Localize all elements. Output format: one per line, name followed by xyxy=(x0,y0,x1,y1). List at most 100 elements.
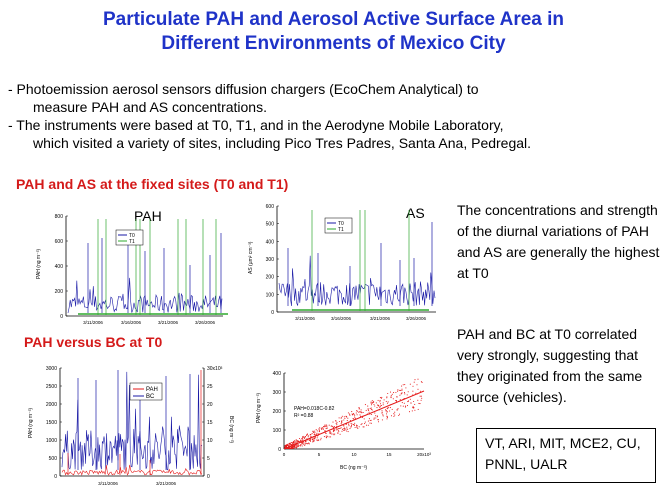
scatter-point xyxy=(386,415,388,417)
x-tick-label: 3/16/2006 xyxy=(121,320,142,325)
scatter-point xyxy=(303,436,305,438)
scatter-point xyxy=(363,426,365,428)
scatter-point xyxy=(351,411,353,413)
scatter-point xyxy=(364,421,366,423)
scatter-point xyxy=(400,405,402,407)
scatter-point xyxy=(356,427,358,429)
scatter-point xyxy=(360,424,362,426)
y-tick-label-left: 3000 xyxy=(46,366,57,372)
scatter-point xyxy=(337,430,339,432)
pah-series xyxy=(61,464,203,476)
scatter-point xyxy=(381,419,383,421)
scatter-point xyxy=(364,404,366,406)
y-tick-label-right: 30x10³ xyxy=(207,366,223,372)
x-tick-label: 3/26/2006 xyxy=(195,320,216,325)
scatter-point xyxy=(290,447,292,449)
scatter-point xyxy=(401,388,403,390)
scatter-point xyxy=(288,443,290,445)
scatter-point xyxy=(370,404,373,406)
side-text-correlation: PAH and BC at T0 correlated very strongl… xyxy=(457,326,643,405)
scatter-point xyxy=(376,407,378,409)
y-tick-label: 0 xyxy=(278,447,281,453)
scatter-point xyxy=(404,384,406,386)
scatter-point xyxy=(380,404,383,407)
scatter-point xyxy=(318,428,320,430)
scatter-point xyxy=(353,413,355,415)
scatter-point xyxy=(404,406,406,408)
scatter-point xyxy=(397,408,399,410)
scatter-point xyxy=(348,425,350,427)
y-tick-label: 100 xyxy=(266,292,275,298)
scatter-point xyxy=(362,411,364,414)
scatter-point xyxy=(362,426,364,428)
scatter-point xyxy=(315,429,317,431)
scatter-point xyxy=(386,417,388,419)
x-tick-label: 3/21/2006 xyxy=(370,316,391,321)
scatter-point xyxy=(396,395,398,398)
scatter-point xyxy=(298,444,300,447)
scatter-point xyxy=(345,423,347,425)
y-axis-label-scatter: PAH (ng m⁻³) xyxy=(256,393,262,423)
scatter-point xyxy=(341,428,344,430)
scatter-point xyxy=(373,403,375,406)
scatter-point xyxy=(344,429,346,431)
scatter-point xyxy=(296,444,298,446)
scatter-point xyxy=(306,442,308,444)
y-tick-label: 400 xyxy=(273,371,282,377)
y-axis-label-bc: BC (ng m⁻³) xyxy=(228,416,234,443)
y-tick-label-right: 15 xyxy=(207,420,213,426)
scatter-point xyxy=(401,402,403,404)
scatter-point xyxy=(350,424,353,426)
scatter-point xyxy=(299,445,301,447)
scatter-point xyxy=(417,388,419,390)
scatter-point xyxy=(419,390,421,392)
scatter-point xyxy=(355,424,358,426)
scatter-point xyxy=(326,435,328,437)
scatter-point xyxy=(344,428,346,430)
scatter-point xyxy=(419,395,421,397)
scatter-point xyxy=(292,441,294,443)
y-tick-label-left: 500 xyxy=(49,456,58,462)
scatter-point xyxy=(341,421,343,423)
scatter-point xyxy=(365,409,367,411)
scatter-point xyxy=(294,440,296,442)
scatter-point xyxy=(349,414,351,416)
scatter-point xyxy=(343,419,345,421)
scatter-point xyxy=(330,436,332,438)
scatter-point xyxy=(379,405,381,407)
scatter-point xyxy=(302,436,304,438)
scatter-point xyxy=(343,425,345,427)
scatter-point xyxy=(371,402,373,404)
scatter-point xyxy=(397,390,399,392)
scatter-point xyxy=(304,440,306,442)
scatter-point xyxy=(368,409,370,411)
scatter-point xyxy=(332,433,334,435)
scatter-point xyxy=(397,409,399,411)
scatter-point xyxy=(358,426,360,428)
scatter-point xyxy=(405,387,407,389)
scatter-point xyxy=(295,439,297,441)
scatter-point xyxy=(379,400,381,402)
scatter-point xyxy=(322,428,324,430)
y-tick-label: 300 xyxy=(273,390,282,396)
scatter-point xyxy=(343,427,346,429)
scatter-point xyxy=(292,446,294,448)
y-tick-label-right: 25 xyxy=(207,384,213,390)
scatter-point xyxy=(385,400,387,402)
scatter-point xyxy=(295,441,297,443)
scatter-point xyxy=(324,424,326,426)
scatter-point xyxy=(304,443,306,445)
scatter-point xyxy=(318,431,320,433)
scatter-point xyxy=(386,396,388,398)
scatter-point xyxy=(288,447,290,449)
scatter-point xyxy=(359,414,361,416)
scatter-point xyxy=(335,420,337,422)
scatter-point xyxy=(308,443,310,445)
scatter-point xyxy=(401,392,403,394)
y-tick-label: 300 xyxy=(266,257,275,263)
scatter-point xyxy=(369,407,371,410)
scatter-point xyxy=(353,424,356,426)
scatter-point xyxy=(370,402,372,404)
scatter-point xyxy=(333,430,335,432)
scatter-point xyxy=(379,401,381,403)
